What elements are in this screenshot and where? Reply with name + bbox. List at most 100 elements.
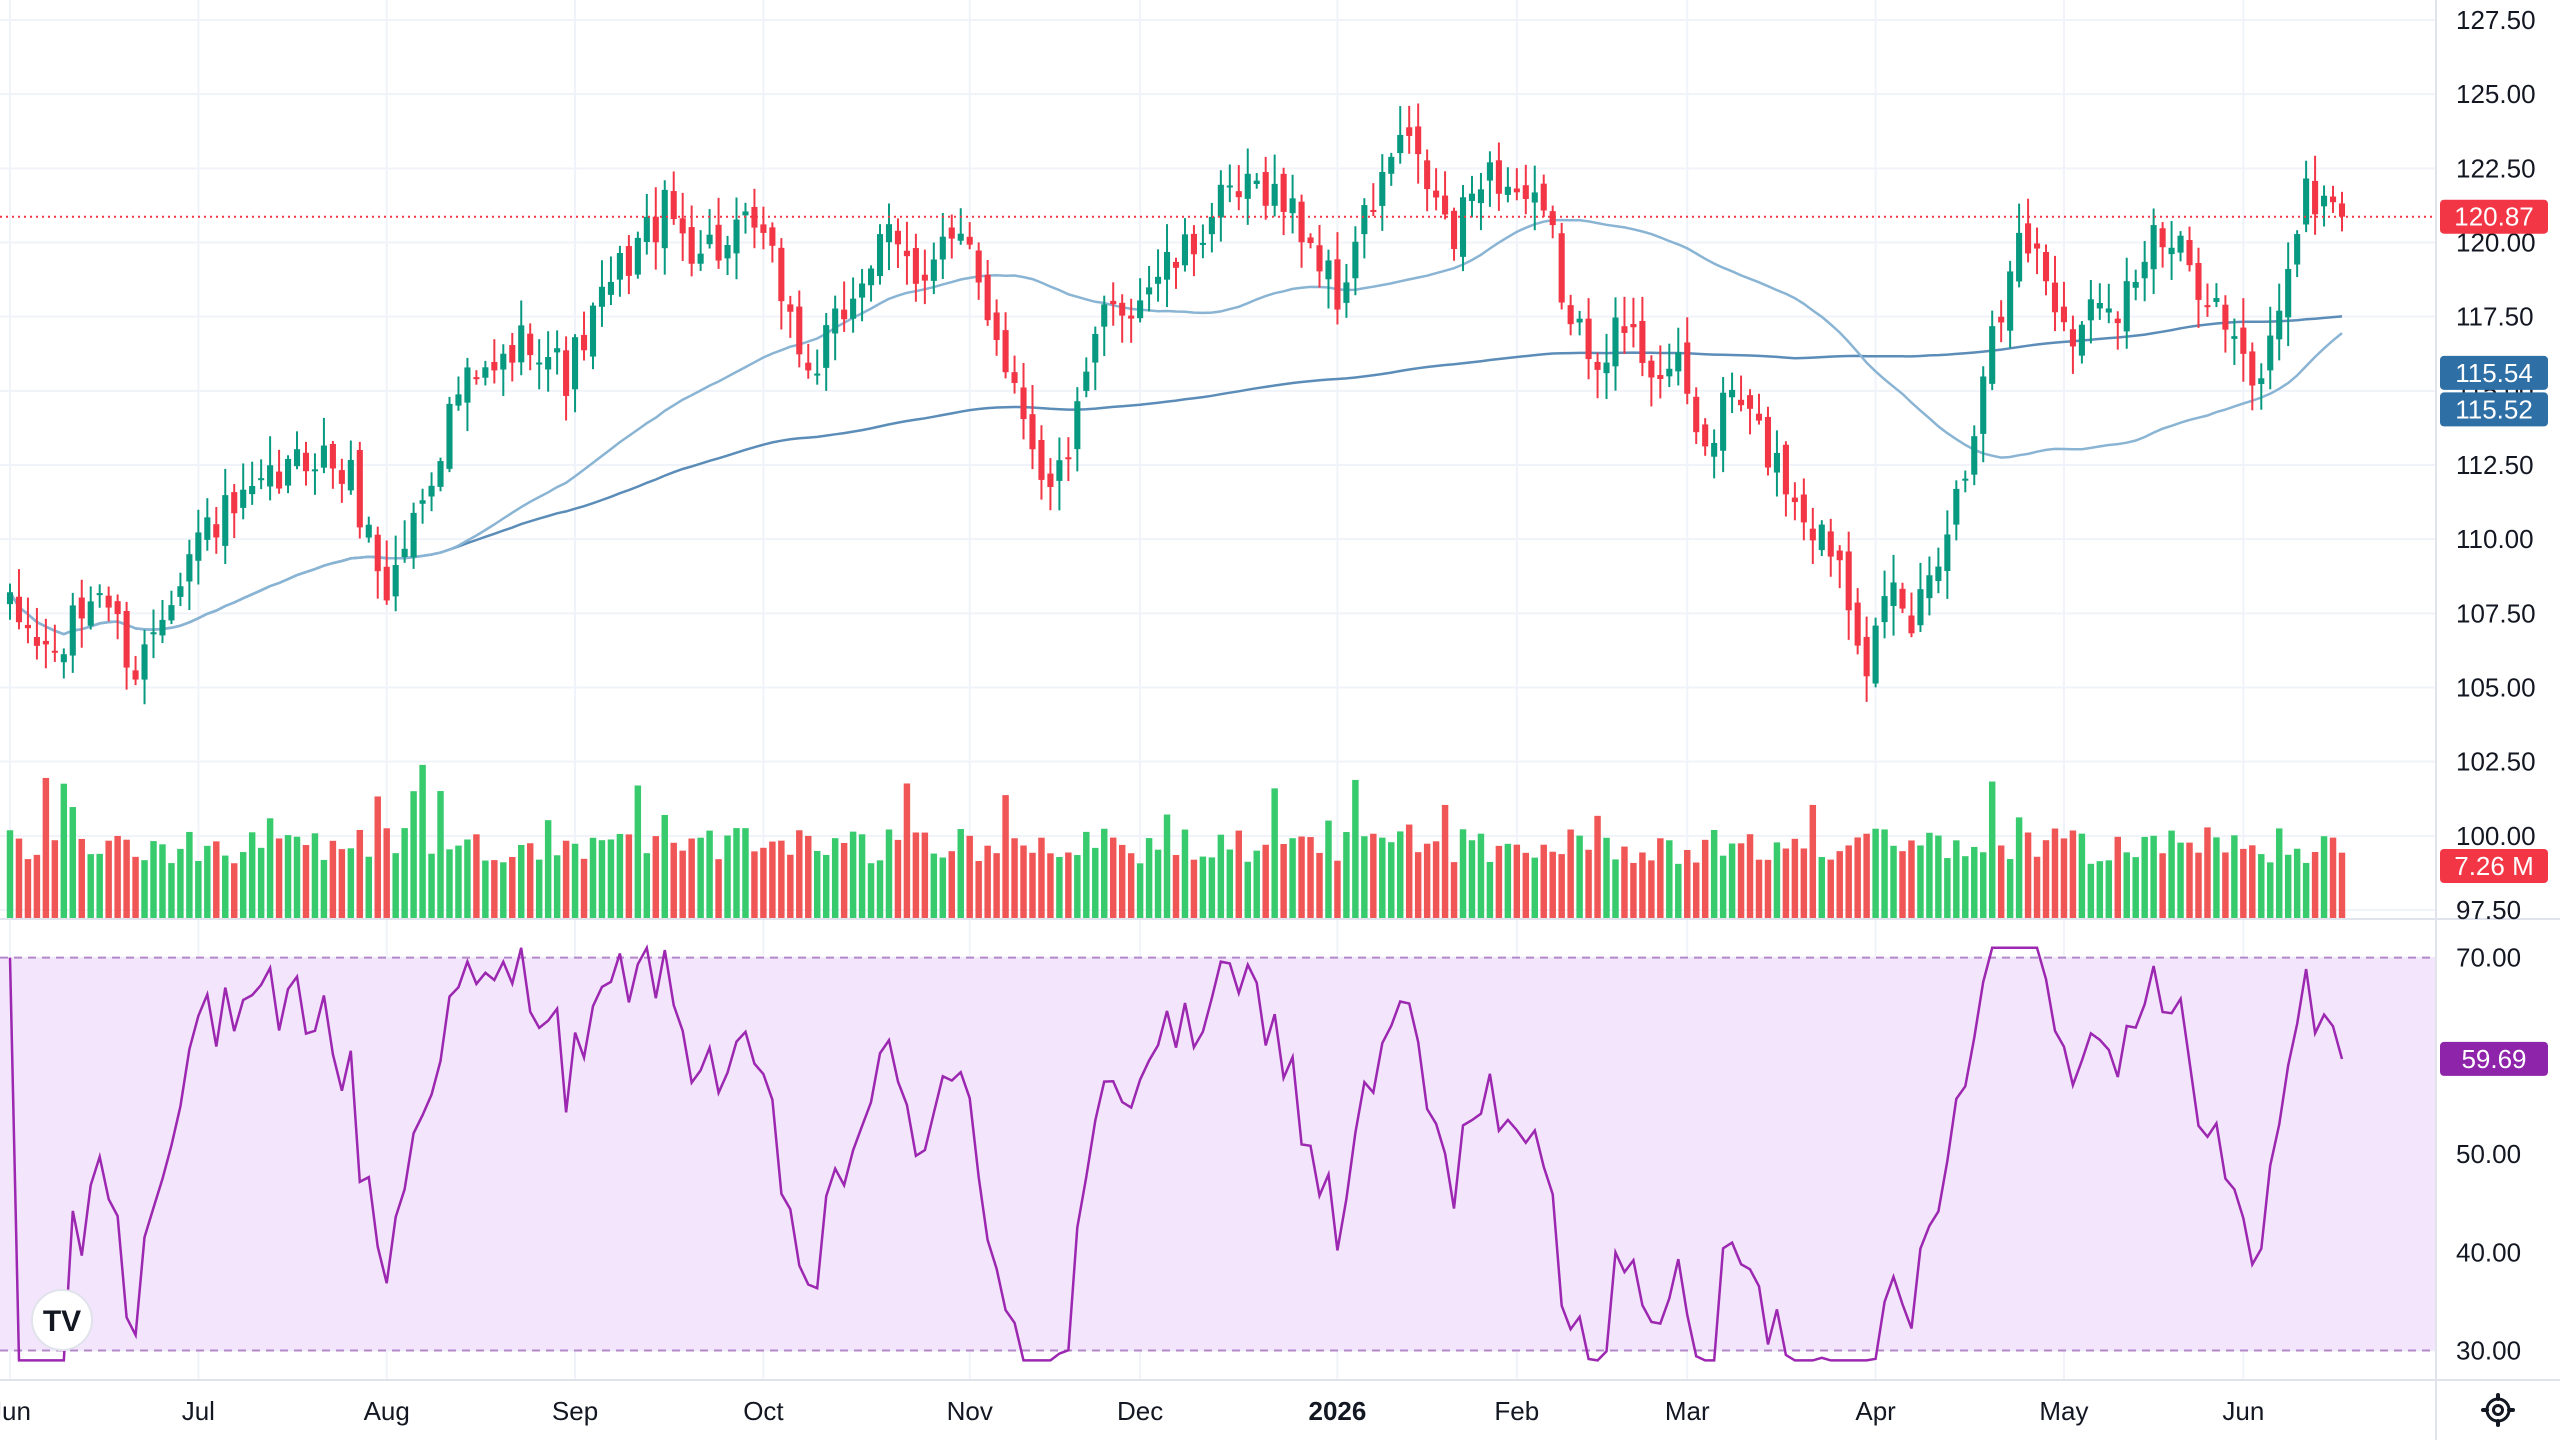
candle[interactable] [1190, 225, 1197, 277]
candle[interactable] [1092, 326, 1099, 391]
candle[interactable] [1522, 164, 1529, 215]
candle[interactable] [1504, 167, 1511, 203]
candle[interactable] [1621, 296, 1628, 355]
candle[interactable] [2186, 226, 2193, 272]
candle[interactable] [1119, 294, 1126, 343]
candle[interactable] [284, 455, 292, 494]
candle[interactable] [2007, 260, 2014, 349]
candle[interactable] [78, 579, 85, 648]
candle[interactable] [204, 498, 211, 551]
candle[interactable] [2060, 281, 2068, 332]
candle[interactable] [1980, 366, 1987, 463]
candle[interactable] [2267, 306, 2274, 390]
candle[interactable] [464, 357, 471, 432]
candle[interactable] [823, 312, 830, 391]
candle[interactable] [697, 230, 704, 271]
tradingview-logo-icon[interactable]: TV [31, 1289, 93, 1351]
candle[interactable] [1917, 562, 1924, 633]
candle[interactable] [841, 281, 848, 332]
candle[interactable] [1872, 617, 1879, 688]
candle[interactable] [1854, 588, 1861, 655]
candle[interactable] [1459, 184, 1467, 272]
candle[interactable] [1549, 205, 1556, 239]
candle[interactable] [859, 268, 866, 322]
candle[interactable] [536, 339, 543, 390]
candle[interactable] [1020, 362, 1027, 440]
candle[interactable] [2051, 255, 2059, 332]
candle[interactable] [356, 441, 363, 539]
candle[interactable] [6, 583, 14, 620]
candle[interactable] [1908, 592, 1915, 638]
candle[interactable] [652, 187, 659, 270]
candle[interactable] [1415, 103, 1422, 184]
candle[interactable] [374, 526, 381, 599]
candle[interactable] [616, 245, 623, 297]
candle[interactable] [1738, 375, 1745, 412]
candle[interactable] [1576, 310, 1583, 336]
candle[interactable] [267, 436, 274, 501]
candle[interactable] [966, 222, 973, 250]
candle[interactable] [885, 203, 893, 271]
candle[interactable] [186, 539, 193, 610]
candle[interactable] [706, 209, 713, 249]
candle[interactable] [2285, 242, 2292, 347]
candle[interactable] [724, 235, 731, 276]
candle[interactable] [114, 594, 121, 640]
candle[interactable] [1343, 263, 1350, 318]
candle[interactable] [276, 449, 283, 494]
candle[interactable] [715, 197, 722, 269]
candle[interactable] [975, 242, 982, 300]
candle[interactable] [1971, 425, 1978, 486]
candle[interactable] [1208, 202, 1215, 253]
candle[interactable] [545, 331, 552, 392]
candle[interactable] [554, 330, 561, 375]
candle[interactable] [42, 618, 49, 669]
candle[interactable] [2016, 203, 2023, 288]
candle[interactable] [2141, 240, 2148, 302]
candle[interactable] [258, 459, 265, 490]
candle[interactable] [1684, 317, 1691, 405]
candle[interactable] [2204, 283, 2211, 317]
candle[interactable] [1235, 165, 1242, 211]
time-axis-ticks[interactable]: Jun Jul Aug Sep Oct Nov Dec 2026 Feb Mar Apr May Jun [0, 1396, 2264, 1426]
candle[interactable] [2078, 321, 2085, 364]
candle[interactable] [1244, 148, 1251, 225]
candle[interactable] [1155, 249, 1162, 302]
candle[interactable] [1926, 556, 1933, 616]
candle[interactable] [1226, 164, 1233, 203]
candle[interactable] [598, 260, 606, 327]
candle[interactable] [1989, 310, 1996, 391]
candle[interactable] [482, 360, 489, 386]
candle[interactable] [518, 300, 525, 376]
candle[interactable] [1495, 142, 1502, 211]
candle[interactable] [760, 206, 767, 250]
candle[interactable] [2042, 244, 2050, 296]
candle[interactable] [1944, 510, 1951, 599]
candle[interactable] [1702, 418, 1709, 456]
candle[interactable] [1486, 151, 1493, 207]
candle[interactable] [876, 224, 884, 285]
candle[interactable] [1101, 295, 1108, 357]
candle[interactable] [410, 502, 417, 569]
candle[interactable] [2213, 283, 2220, 308]
candle[interactable] [15, 569, 23, 630]
candle[interactable] [1746, 389, 1754, 435]
candle[interactable] [1146, 265, 1153, 312]
candle[interactable] [105, 586, 112, 622]
candle[interactable] [159, 599, 166, 644]
candle[interactable] [957, 208, 964, 245]
candle[interactable] [195, 509, 202, 585]
candle[interactable] [894, 218, 902, 268]
candle[interactable] [1388, 152, 1395, 186]
candle[interactable] [580, 311, 588, 361]
candle[interactable] [1325, 249, 1332, 309]
candle[interactable] [1065, 437, 1072, 482]
candle[interactable] [455, 376, 462, 411]
candle[interactable] [1083, 357, 1090, 398]
candle[interactable] [69, 592, 76, 673]
candle[interactable] [2150, 208, 2157, 294]
candle[interactable] [1693, 387, 1700, 445]
candle[interactable] [311, 453, 319, 495]
candle[interactable] [1038, 425, 1045, 500]
